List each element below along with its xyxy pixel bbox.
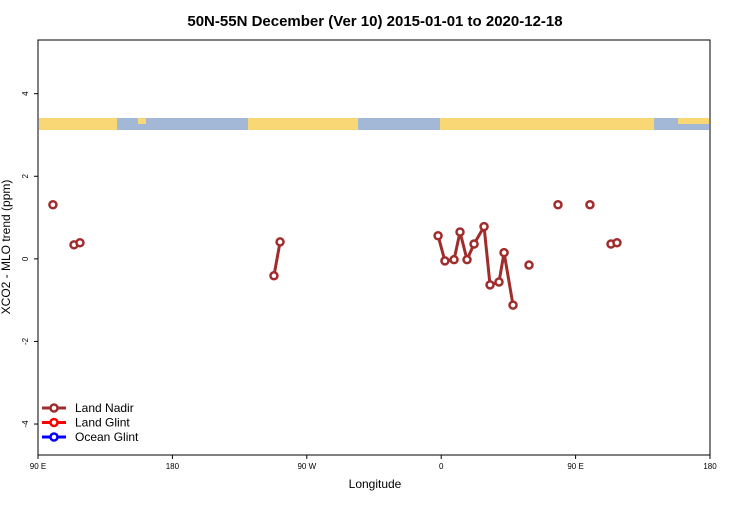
point bbox=[499, 247, 509, 258]
point bbox=[524, 260, 534, 270]
point bbox=[494, 277, 504, 287]
legend-label: Ocean Glint bbox=[75, 430, 139, 444]
point bbox=[585, 200, 595, 210]
x-tick-label: 0 bbox=[439, 462, 444, 471]
legend-label: Land Nadir bbox=[75, 401, 134, 415]
point bbox=[612, 238, 622, 248]
y-tick-label: -2 bbox=[21, 337, 30, 345]
chart-title: 50N-55N December (Ver 10) 2015-01-01 to … bbox=[187, 13, 562, 30]
x-tick-label: 180 bbox=[166, 462, 180, 471]
x-tick-label: 90 E bbox=[30, 462, 46, 471]
x-tick-label: 180 bbox=[703, 462, 717, 471]
point bbox=[269, 271, 279, 281]
y-tick-label: 2 bbox=[21, 173, 30, 178]
point bbox=[479, 221, 489, 232]
point bbox=[433, 230, 443, 241]
point bbox=[455, 227, 465, 237]
y-axis-label: XCO2 - MLO trend (ppm) bbox=[0, 180, 13, 315]
point bbox=[469, 239, 479, 249]
x-axis-label: Longitude bbox=[349, 477, 402, 491]
land-ocean-strip bbox=[39, 118, 709, 130]
legend-marker bbox=[49, 403, 59, 413]
point bbox=[75, 238, 85, 248]
x-tick-label: 90 E bbox=[567, 462, 583, 471]
point bbox=[485, 280, 495, 290]
legend-label: Land Glint bbox=[75, 416, 130, 430]
y-tick-label: 4 bbox=[21, 91, 30, 96]
legend-marker bbox=[49, 432, 59, 442]
point bbox=[449, 254, 459, 265]
plot-frame bbox=[37, 39, 711, 456]
point bbox=[275, 237, 285, 247]
point bbox=[553, 200, 563, 210]
point bbox=[48, 200, 58, 210]
legend-marker bbox=[49, 417, 59, 428]
x-tick-label: 90 W bbox=[297, 462, 316, 471]
y-tick-label: -4 bbox=[21, 420, 30, 428]
point bbox=[462, 254, 472, 265]
y-tick-label: 0 bbox=[21, 256, 30, 261]
point bbox=[440, 256, 450, 266]
series-line bbox=[73, 221, 618, 306]
point bbox=[508, 300, 518, 310]
